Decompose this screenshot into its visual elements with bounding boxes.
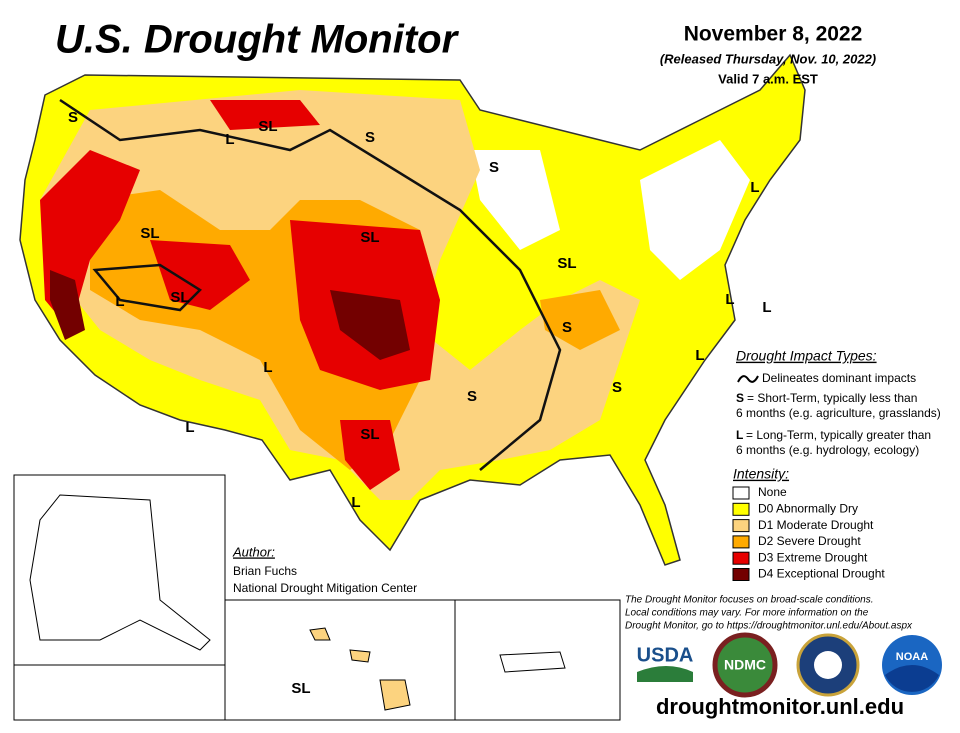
impact-label: L bbox=[725, 291, 734, 308]
impact-title: Drought Impact Types: bbox=[736, 348, 877, 364]
footnote: Local conditions may vary. For more info… bbox=[625, 608, 869, 619]
impact-label: S bbox=[68, 109, 78, 126]
released: (Released Thursday, Nov. 10, 2022) bbox=[660, 51, 876, 66]
intensity-swatch bbox=[732, 519, 750, 533]
intensity-label: D0 Abnormally Dry bbox=[758, 501, 858, 515]
d4-area bbox=[50, 270, 85, 340]
impact-label: L bbox=[351, 494, 360, 511]
impact-label: L bbox=[762, 299, 771, 316]
footnote: Drought Monitor, go to https://droughtmo… bbox=[625, 621, 913, 632]
ndmc-text: NDMC bbox=[724, 657, 766, 673]
impact-label: S bbox=[489, 159, 499, 176]
d3-area bbox=[150, 240, 250, 310]
short-key: S bbox=[736, 391, 744, 405]
commerce-seal-inner bbox=[814, 651, 842, 679]
impact-label: S bbox=[562, 319, 572, 336]
noaa-wave bbox=[885, 665, 939, 692]
impact-label: L bbox=[695, 347, 704, 364]
conus bbox=[19, 53, 806, 566]
valid: Valid 7 a.m. EST bbox=[718, 71, 818, 86]
date: November 8, 2022 bbox=[684, 23, 863, 46]
impact-label: L bbox=[115, 293, 124, 310]
d4-area bbox=[330, 290, 410, 360]
none-area bbox=[640, 140, 750, 280]
impact-label: SL bbox=[360, 426, 379, 443]
impact-label: S bbox=[365, 129, 375, 146]
intensity-label: D4 Exceptional Drought bbox=[758, 567, 885, 581]
impact-label: SL bbox=[291, 680, 310, 697]
url: droughtmonitor.unl.edu bbox=[656, 694, 904, 719]
impact-label: SL bbox=[557, 255, 576, 272]
intensity-label: D1 Moderate Drought bbox=[758, 518, 874, 532]
impact-label: L bbox=[750, 179, 759, 196]
d3-area bbox=[210, 100, 320, 130]
hawaii-islands bbox=[309, 627, 411, 711]
hawaii-inset bbox=[224, 599, 456, 721]
impact-label: L bbox=[225, 131, 234, 148]
intensity-label: D3 Extreme Drought bbox=[758, 550, 868, 564]
author-org: National Drought Mitigation Center bbox=[233, 581, 417, 595]
intensity-swatch bbox=[732, 535, 750, 549]
short-text: 6 months (e.g. agriculture, grasslands) bbox=[736, 406, 941, 420]
long-key: L bbox=[736, 428, 743, 442]
impact-label: SL bbox=[170, 289, 189, 306]
title: U.S. Drought Monitor bbox=[55, 18, 460, 62]
intensity-title: Intensity: bbox=[733, 466, 789, 482]
impact-label: SL bbox=[360, 229, 379, 246]
usda-text: USDA bbox=[637, 644, 694, 666]
impact-label: S bbox=[467, 388, 477, 405]
impact-label: L bbox=[185, 419, 194, 436]
impact-line-icon bbox=[737, 375, 759, 383]
long-text: 6 months (e.g. hydrology, ecology) bbox=[736, 443, 919, 457]
author-name: Brian Fuchs bbox=[233, 564, 297, 578]
aleutian-inset bbox=[13, 664, 226, 721]
intensity-swatch bbox=[732, 568, 750, 581]
d3-area bbox=[340, 420, 400, 490]
intensity-swatch bbox=[732, 502, 750, 516]
intensity-label: None bbox=[758, 485, 787, 499]
pr-outline bbox=[499, 651, 566, 673]
none-area bbox=[470, 150, 560, 250]
impact-label: S bbox=[612, 379, 622, 396]
impact-line: Delineates dominant impacts bbox=[762, 371, 916, 385]
intensity-swatch bbox=[732, 486, 750, 500]
usda-swoosh bbox=[637, 666, 693, 682]
noaa-text: NOAA bbox=[896, 651, 928, 663]
long-text: = Long-Term, typically greater than bbox=[746, 428, 931, 442]
intensity-swatch bbox=[732, 551, 750, 565]
footnote: The Drought Monitor focuses on broad-sca… bbox=[625, 595, 873, 606]
short-text: = Short-Term, typically less than bbox=[747, 391, 917, 405]
impact-label: SL bbox=[258, 118, 277, 135]
author-label: Author: bbox=[232, 544, 275, 559]
impact-boundary bbox=[59, 98, 562, 471]
ndmc-logo bbox=[712, 632, 778, 698]
d2-area bbox=[540, 290, 620, 350]
impact-label: SL bbox=[140, 225, 159, 242]
impact-label: L bbox=[263, 359, 272, 376]
intensity-label: D2 Severe Drought bbox=[758, 534, 861, 548]
alaska-outline bbox=[29, 494, 211, 651]
